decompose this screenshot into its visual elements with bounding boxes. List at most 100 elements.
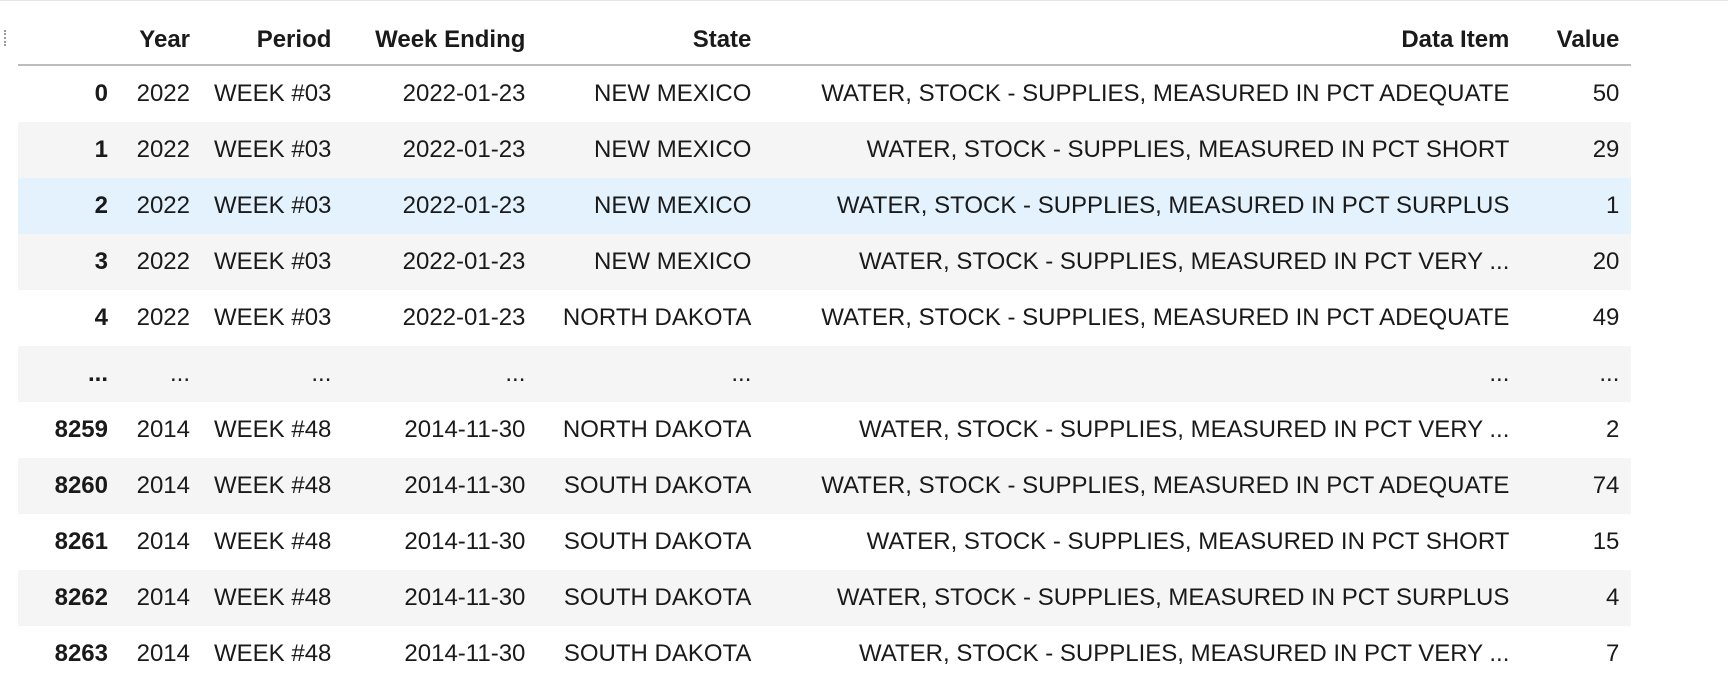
state-cell: NEW MEXICO [594,192,752,219]
state-cell: NORTH DAKOTA [562,416,752,443]
state-column-header: State [537,16,764,66]
week-ending-cell: ... [505,360,526,387]
table-row: 4 2022 WEEK #03 2022-01-23 NORTH DAKOTA … [18,290,1631,346]
value-cell: ... [1599,360,1620,387]
row-index: 8261 [54,528,108,555]
data-item-cell: WATER, STOCK - SUPPLIES, MEASURED IN PCT… [821,304,1510,331]
value-cell: 20 [1592,248,1620,275]
year-cell: ... [169,360,190,387]
period-cell: WEEK #48 [214,584,332,611]
week-ending-cell: 2014-11-30 [404,416,526,443]
index-column-header [18,16,120,66]
header-row: Year Period Week Ending State Data Item … [18,16,1632,66]
period-cell: WEEK #48 [214,472,332,499]
period-cell: WEEK #03 [214,304,332,331]
table-body: 0 2022 WEEK #03 2022-01-23 NEW MEXICO WA… [18,65,1632,682]
ellipsis-row: ... ... ... ... ... ... ... [18,346,1632,402]
year-cell: 2022 [136,304,190,331]
data-item-column-header: Data Item [763,16,1522,66]
year-cell: 2022 [136,192,190,219]
data-item-cell: WATER, STOCK - SUPPLIES, MEASURED IN PCT… [836,192,1510,219]
table-row: 8262 2014 WEEK #48 2014-11-30 SOUTH DAKO… [18,570,1632,626]
year-cell: 2014 [136,640,190,667]
week-ending-cell: 2014-11-30 [404,472,526,499]
data-item-cell: WATER, STOCK - SUPPLIES, MEASURED IN PCT… [836,584,1510,611]
row-index: 8259 [54,416,108,443]
value-cell: 15 [1592,528,1620,555]
week-ending-cell: 2014-11-30 [404,584,526,611]
output-top-divider [0,0,1728,1]
row-index: 0 [94,80,108,107]
table-header: Year Period Week Ending State Data Item … [18,16,1632,66]
state-cell: SOUTH DAKOTA [563,584,752,611]
row-index: ... [87,360,108,387]
value-cell: 29 [1592,136,1620,163]
value-column-header: Value [1521,16,1632,66]
data-item-cell: WATER, STOCK - SUPPLIES, MEASURED IN PCT… [859,416,1510,443]
week-ending-cell: 2014-11-30 [404,640,526,667]
year-cell: 2022 [136,80,190,107]
state-cell: SOUTH DAKOTA [563,528,752,555]
state-cell: NEW MEXICO [594,80,752,107]
week-ending-cell: 2014-11-30 [404,528,526,555]
week-ending-cell: 2022-01-23 [402,136,526,163]
year-cell: 2014 [136,416,190,443]
state-cell: SOUTH DAKOTA [563,640,752,667]
value-cell: 49 [1592,304,1620,331]
period-cell: WEEK #03 [214,192,332,219]
data-item-cell: WATER, STOCK - SUPPLIES, MEASURED IN PCT… [821,80,1510,107]
value-cell: 7 [1606,640,1620,667]
period-cell: WEEK #48 [214,416,332,443]
row-index: 8262 [54,584,108,611]
table-row: 8259 2014 WEEK #48 2014-11-30 NORTH DAKO… [18,402,1631,458]
week-ending-cell: 2022-01-23 [402,304,526,331]
period-cell: WEEK #48 [214,640,332,667]
state-cell: SOUTH DAKOTA [563,472,752,499]
year-column-header: Year [120,16,202,66]
value-cell: 2 [1606,416,1620,443]
week-ending-cell: 2022-01-23 [402,80,526,107]
row-index: 8263 [54,640,108,667]
row-index: 1 [94,136,108,163]
data-item-cell: WATER, STOCK - SUPPLIES, MEASURED IN PCT… [866,528,1510,555]
data-item-cell: WATER, STOCK - SUPPLIES, MEASURED IN PCT… [859,640,1510,667]
week-ending-cell: 2022-01-23 [402,248,526,275]
dataframe-output: Year Period Week Ending State Data Item … [18,16,1632,682]
period-cell: WEEK #03 [214,136,332,163]
year-cell: 2014 [136,528,190,555]
year-cell: 2022 [136,248,190,275]
table-row: 8263 2014 WEEK #48 2014-11-30 SOUTH DAKO… [18,626,1631,682]
cell-collapse-marker[interactable] [0,30,6,46]
table-row: 1 2022 WEEK #03 2022-01-23 NEW MEXICO WA… [18,122,1632,178]
value-cell: 1 [1606,192,1620,219]
row-index: 3 [94,248,108,275]
row-index: 2 [94,192,108,219]
period-cell: ... [311,360,332,387]
period-cell: WEEK #03 [214,248,332,275]
value-cell: 74 [1592,472,1620,499]
data-item-cell: WATER, STOCK - SUPPLIES, MEASURED IN PCT… [821,472,1510,499]
table-row: 0 2022 WEEK #03 2022-01-23 NEW MEXICO WA… [18,65,1631,122]
state-cell: ... [731,360,752,387]
year-cell: 2014 [136,584,190,611]
data-item-cell: WATER, STOCK - SUPPLIES, MEASURED IN PCT… [859,248,1510,275]
data-item-cell: ... [1489,360,1510,387]
data-item-cell: WATER, STOCK - SUPPLIES, MEASURED IN PCT… [866,136,1510,163]
table-row: 3 2022 WEEK #03 2022-01-23 NEW MEXICO WA… [18,234,1632,290]
value-cell: 50 [1592,80,1620,107]
row-index: 8260 [54,472,108,499]
year-cell: 2022 [136,136,190,163]
table-row: 8261 2014 WEEK #48 2014-11-30 SOUTH DAKO… [18,514,1631,570]
table-row: 8260 2014 WEEK #48 2014-11-30 SOUTH DAKO… [18,458,1632,514]
state-cell: NORTH DAKOTA [562,304,752,331]
value-cell: 4 [1606,584,1620,611]
year-cell: 2014 [136,472,190,499]
week-ending-cell: 2022-01-23 [402,192,526,219]
week-ending-column-header: Week Ending [343,16,538,66]
dataframe-table: Year Period Week Ending State Data Item … [18,16,1632,682]
table-row-hovered: 2 2022 WEEK #03 2022-01-23 NEW MEXICO WA… [18,178,1632,234]
period-column-header: Period [202,16,344,66]
period-cell: WEEK #03 [214,80,332,107]
state-cell: NEW MEXICO [594,248,752,275]
state-cell: NEW MEXICO [594,136,752,163]
